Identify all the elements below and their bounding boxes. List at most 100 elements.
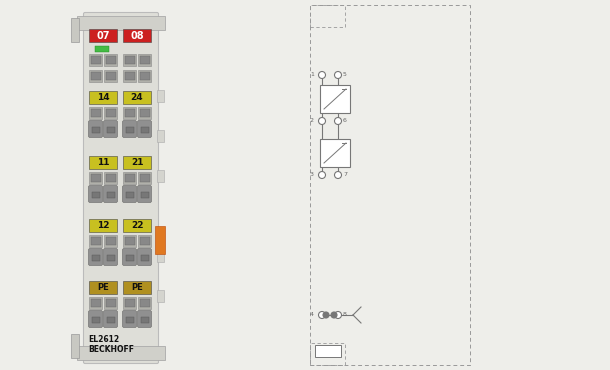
FancyBboxPatch shape	[104, 185, 118, 202]
Bar	[124, 174, 134, 182]
FancyBboxPatch shape	[104, 121, 118, 138]
Bar	[89, 107, 102, 119]
Bar	[123, 29, 151, 42]
Bar	[124, 56, 134, 64]
Bar	[89, 29, 117, 42]
Bar	[157, 170, 164, 182]
Bar	[89, 156, 117, 169]
Bar	[140, 192, 148, 198]
Bar	[90, 299, 101, 307]
Bar	[106, 174, 115, 182]
Bar	[107, 255, 115, 261]
Text: 6: 6	[343, 118, 347, 122]
Bar	[124, 109, 134, 117]
Bar	[157, 130, 164, 142]
Bar	[155, 226, 165, 254]
Bar	[92, 255, 99, 261]
Bar	[124, 299, 134, 307]
Bar	[126, 127, 134, 133]
Bar	[104, 70, 117, 82]
FancyBboxPatch shape	[137, 310, 151, 327]
FancyBboxPatch shape	[137, 249, 151, 266]
Text: 4: 4	[310, 312, 314, 316]
FancyBboxPatch shape	[88, 310, 102, 327]
Text: EL2612: EL2612	[88, 336, 119, 344]
Bar	[89, 172, 102, 184]
Bar	[138, 54, 151, 66]
FancyBboxPatch shape	[104, 249, 118, 266]
Bar	[140, 109, 149, 117]
Bar	[320, 139, 350, 167]
Bar	[315, 345, 341, 357]
Bar	[92, 317, 99, 323]
Bar	[310, 5, 470, 365]
Bar	[123, 107, 136, 119]
Bar	[123, 172, 136, 184]
FancyBboxPatch shape	[123, 185, 137, 202]
FancyBboxPatch shape	[123, 249, 137, 266]
Text: 22: 22	[131, 221, 143, 230]
Bar	[106, 299, 115, 307]
Bar	[157, 250, 164, 262]
Bar	[140, 299, 149, 307]
Text: 21: 21	[131, 158, 143, 167]
Bar	[89, 91, 117, 104]
Text: 12: 12	[97, 221, 109, 230]
Bar	[106, 72, 115, 80]
Bar	[157, 290, 164, 302]
Bar	[123, 235, 136, 247]
Text: PE: PE	[131, 283, 143, 292]
Circle shape	[334, 172, 342, 178]
Text: 2: 2	[310, 118, 314, 122]
Bar	[104, 107, 117, 119]
Text: 8: 8	[343, 312, 347, 316]
Bar	[140, 56, 149, 64]
Bar	[126, 255, 134, 261]
Bar	[157, 90, 164, 102]
Bar	[126, 317, 134, 323]
Bar	[90, 72, 101, 80]
Bar	[123, 54, 136, 66]
Bar	[89, 297, 102, 309]
Bar	[106, 56, 115, 64]
Bar	[320, 85, 350, 113]
Text: 1: 1	[310, 71, 314, 77]
Text: BECKHOFF: BECKHOFF	[88, 346, 134, 354]
Bar	[90, 237, 101, 245]
Bar	[89, 219, 117, 232]
Bar	[104, 54, 117, 66]
FancyBboxPatch shape	[88, 249, 102, 266]
Circle shape	[318, 71, 326, 78]
Bar	[123, 297, 136, 309]
Bar	[104, 235, 117, 247]
Bar	[106, 109, 115, 117]
Bar	[89, 54, 102, 66]
Bar	[90, 109, 101, 117]
FancyBboxPatch shape	[137, 185, 151, 202]
Text: PE: PE	[97, 283, 109, 292]
FancyBboxPatch shape	[84, 13, 159, 363]
Bar	[123, 91, 151, 104]
Bar	[89, 281, 117, 294]
Bar	[71, 334, 79, 358]
Text: 14: 14	[97, 93, 109, 102]
Bar	[140, 127, 148, 133]
Bar	[124, 237, 134, 245]
Bar	[71, 18, 79, 42]
Circle shape	[318, 118, 326, 124]
Circle shape	[331, 312, 337, 318]
Bar	[310, 5, 345, 27]
Bar	[140, 317, 148, 323]
Bar	[107, 317, 115, 323]
Bar	[123, 219, 151, 232]
Bar	[138, 235, 151, 247]
Bar	[77, 346, 165, 360]
Bar	[89, 235, 102, 247]
Text: 07: 07	[96, 30, 110, 40]
FancyBboxPatch shape	[88, 185, 102, 202]
Bar	[138, 70, 151, 82]
Bar	[140, 237, 149, 245]
Bar	[104, 172, 117, 184]
Circle shape	[318, 312, 326, 319]
Text: 3: 3	[310, 172, 314, 176]
